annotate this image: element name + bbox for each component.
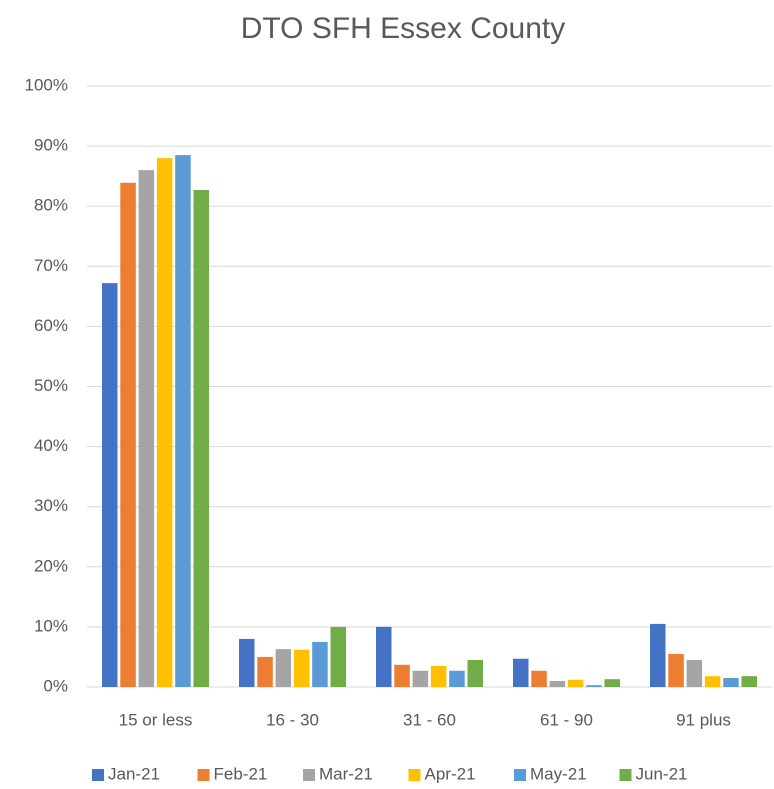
bar <box>723 677 739 687</box>
y-tick-label: 50% <box>34 376 68 395</box>
bar <box>604 679 620 687</box>
bar <box>156 158 173 687</box>
bar <box>650 623 666 687</box>
chart-title: DTO SFH Essex County <box>241 12 566 45</box>
x-tick-label: 16 - 30 <box>266 710 319 729</box>
legend-label: Mar-21 <box>319 764 373 783</box>
bar <box>330 626 346 687</box>
bar <box>275 649 292 687</box>
bar <box>741 676 757 687</box>
legend-swatch <box>408 769 421 781</box>
x-tick-label: 61 - 90 <box>540 710 593 729</box>
bar <box>376 626 392 687</box>
legend-swatch <box>197 769 210 781</box>
y-tick-label: 30% <box>34 496 68 515</box>
x-tick-label: 91 plus <box>676 710 731 729</box>
x-tick-label: 15 or less <box>119 710 193 729</box>
bar <box>312 641 328 687</box>
legend-swatch <box>303 769 315 781</box>
bar <box>567 679 584 687</box>
bar <box>449 670 465 687</box>
legend-label: May-21 <box>530 764 587 783</box>
bar <box>102 283 118 687</box>
bar <box>412 670 429 687</box>
y-tick-label: 40% <box>34 436 68 455</box>
legend-swatch <box>619 769 632 781</box>
y-tick-label: 70% <box>34 256 68 275</box>
legend-swatch <box>92 769 104 781</box>
bar <box>686 659 703 687</box>
bar <box>193 189 209 687</box>
bar <box>467 659 483 687</box>
bar <box>175 155 191 688</box>
bar <box>549 680 566 687</box>
legend-label: Jun-21 <box>636 764 688 783</box>
bar <box>668 653 684 687</box>
bar <box>239 638 255 687</box>
y-tick-label: 80% <box>34 196 68 215</box>
bar <box>293 649 310 687</box>
y-tick-label: 100% <box>25 75 68 94</box>
bar <box>138 170 155 687</box>
bar <box>120 182 136 688</box>
y-tick-label: 20% <box>34 556 68 575</box>
legend-label: Feb-21 <box>214 764 268 783</box>
x-tick-label: 31 - 60 <box>403 710 456 729</box>
y-tick-label: 60% <box>34 316 68 335</box>
y-tick-label: 0% <box>43 676 68 695</box>
bar <box>704 676 721 687</box>
bar <box>586 685 602 687</box>
bar <box>394 664 410 687</box>
y-tick-label: 90% <box>34 136 68 155</box>
bar <box>531 670 547 687</box>
bar <box>430 665 447 687</box>
bar <box>257 656 273 687</box>
legend-label: Apr-21 <box>425 764 476 783</box>
bar <box>513 658 529 687</box>
legend-label: Jan-21 <box>108 764 160 783</box>
y-tick-label: 10% <box>34 616 68 635</box>
legend-swatch <box>514 769 526 781</box>
